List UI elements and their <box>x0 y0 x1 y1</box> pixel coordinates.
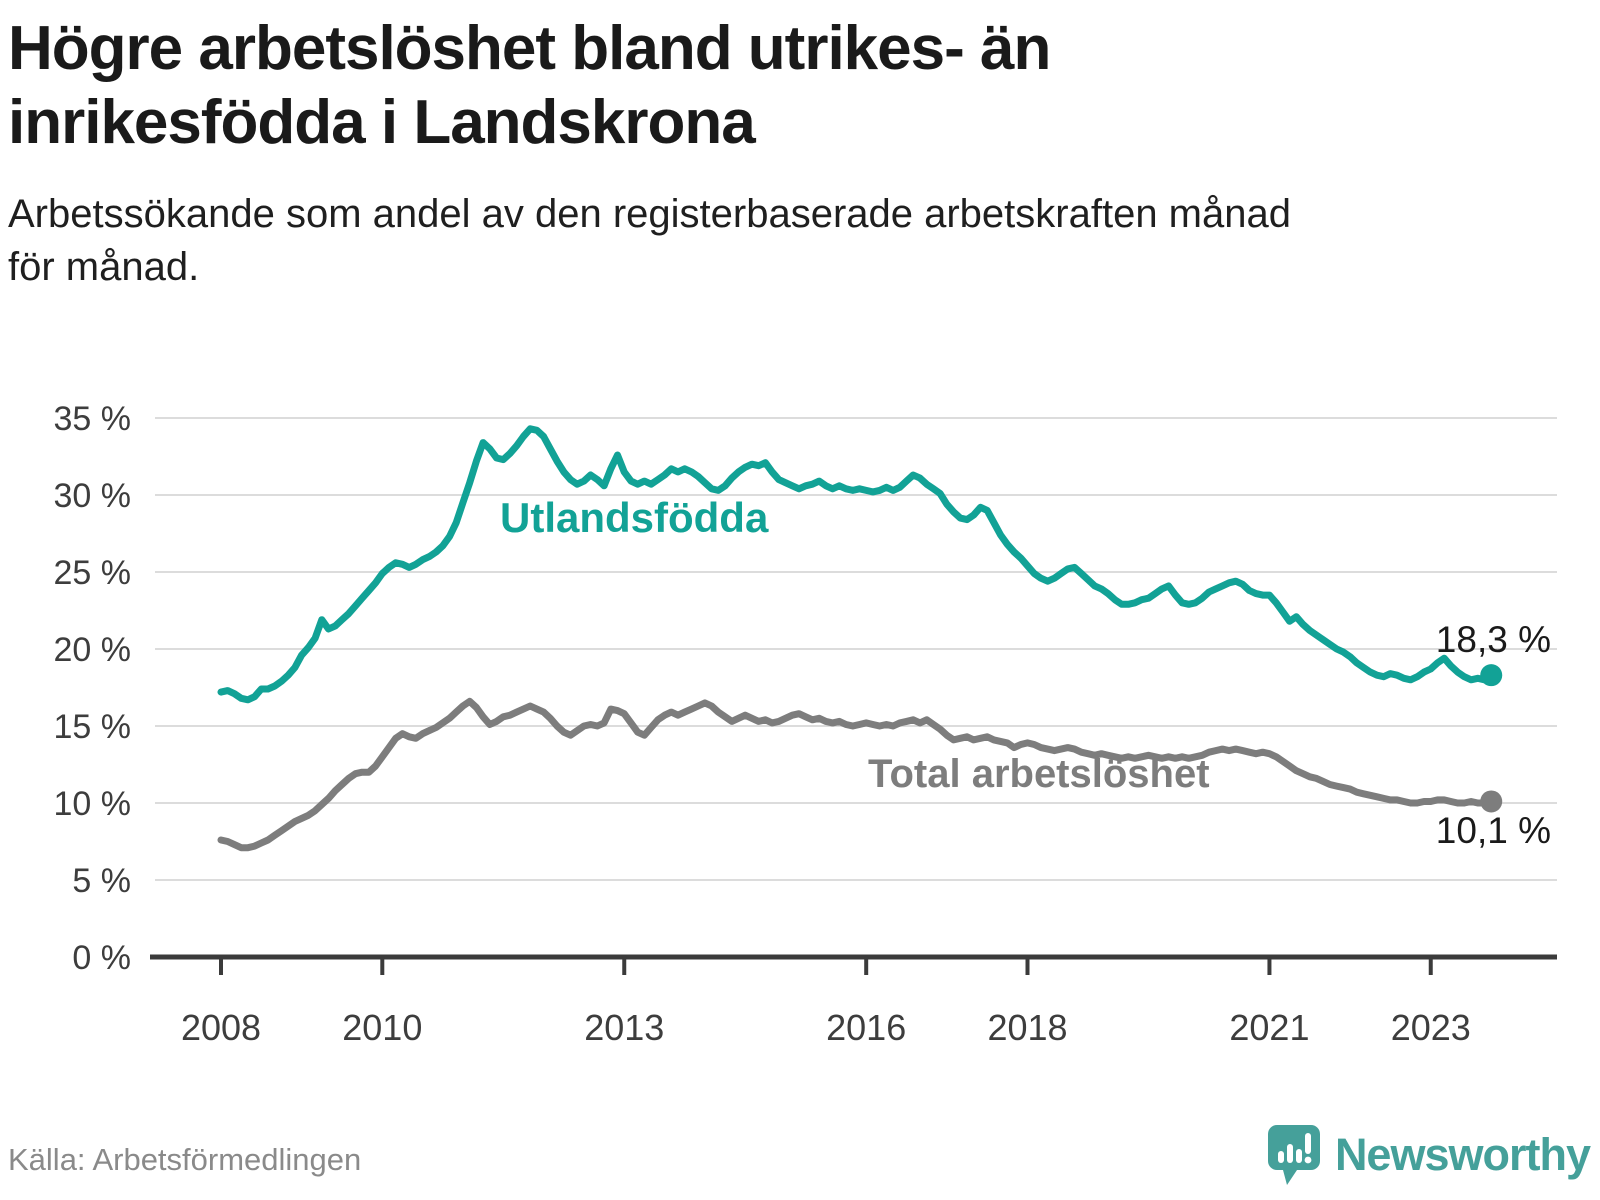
chart-title-line-1: Högre arbetslöshet bland utrikes- än <box>8 14 1051 83</box>
x-axis-label-2016: 2016 <box>826 1007 906 1048</box>
y-axis-label-25: 25 % <box>54 554 132 592</box>
y-axis-label-5: 5 % <box>72 862 131 900</box>
y-axis-label-35: 35 % <box>54 400 132 438</box>
x-axis-label-2023: 2023 <box>1391 1007 1471 1048</box>
end-dot-utlandsf-dda <box>1480 664 1503 687</box>
series-line-utlandsf-dda <box>217 425 1495 704</box>
series-line-total-arbetsl-shet <box>217 697 1495 852</box>
x-axis-label-2013: 2013 <box>584 1007 664 1048</box>
x-axis-label-2021: 2021 <box>1229 1007 1309 1048</box>
newsworthy-logo-text: Newsworthy <box>1334 1129 1591 1180</box>
end-value-label-total-arbetsl-shet: 10,1 % <box>1436 810 1551 851</box>
end-value-label-utlandsf-dda: 18,3 % <box>1436 619 1551 660</box>
chart-title-line-2: inrikesfödda i Landskrona <box>8 88 756 158</box>
series-label-total-arbetsl-shet: Total arbetslöshet <box>868 752 1210 796</box>
newsworthy-logo: Newsworthy <box>1267 1124 1591 1186</box>
source-note: Källa: Arbetsförmedlingen <box>8 1142 362 1177</box>
y-axis-label-30: 30 % <box>54 477 132 515</box>
chart-subtitle-line-2: för månad. <box>8 244 200 289</box>
end-dot-total-arbetsl-shet <box>1480 790 1503 813</box>
chart-subtitle-line-1: Arbetssökande som andel av den registerb… <box>8 192 1291 236</box>
x-axis-label-2008: 2008 <box>181 1007 261 1048</box>
chart-title: Högre arbetslöshet bland utrikes- än inr… <box>8 12 1051 161</box>
y-axis-label-20: 20 % <box>54 631 132 669</box>
x-axis-label-2010: 2010 <box>342 1007 422 1048</box>
y-axis-label-10: 10 % <box>54 785 132 823</box>
series-label-utlandsf-dda: Utlandsfödda <box>500 494 769 541</box>
y-axis-label-0: 0 % <box>72 939 131 977</box>
newsworthy-speech-bubble-chart-icon <box>1267 1125 1320 1185</box>
chart-subtitle: Arbetssökande som andel av den registerb… <box>8 188 1291 294</box>
y-axis-label-15: 15 % <box>54 708 132 746</box>
x-axis-label-2018: 2018 <box>987 1007 1067 1048</box>
